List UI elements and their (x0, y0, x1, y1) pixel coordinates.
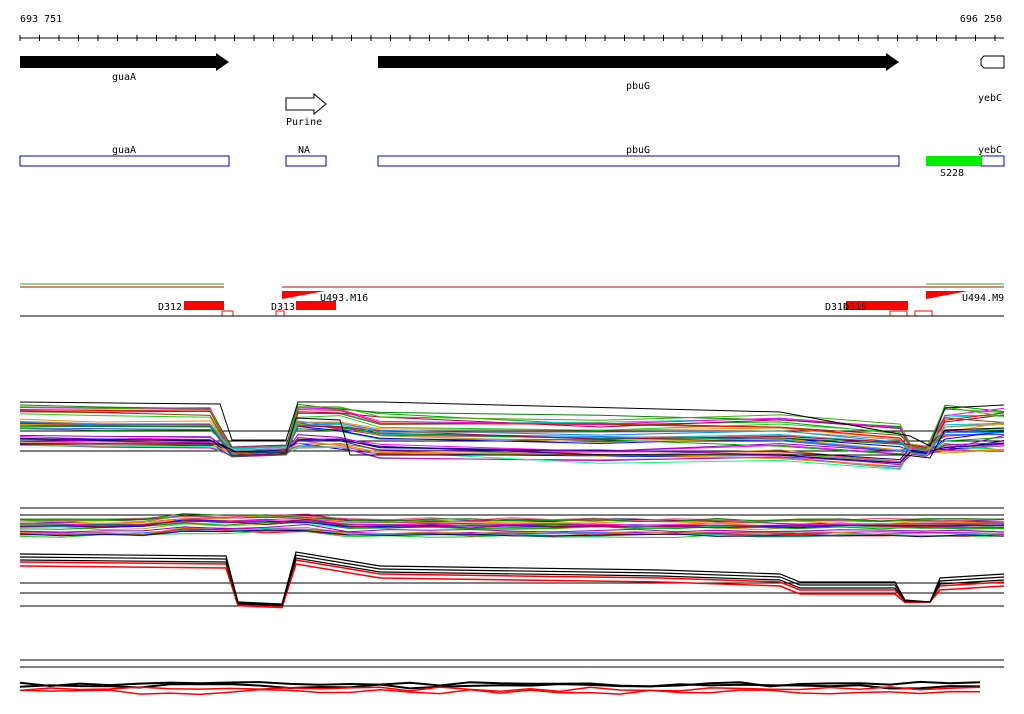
marker-bar-D314[interactable] (846, 301, 908, 310)
ruler-ticks (19, 35, 996, 41)
expression-panel-3 (19, 551, 1005, 609)
marker-flag-U493[interactable] (282, 291, 325, 299)
expression-trace (19, 680, 981, 688)
feature-label-S228: S228 (940, 168, 964, 179)
end-coordinate: 696 250 (960, 14, 1002, 25)
expression-trace (19, 423, 1005, 453)
feature-box-yebC[interactable] (980, 155, 1005, 167)
expression-trace (19, 513, 1005, 522)
marker-label-U493: U493.M16 (320, 293, 368, 304)
expression-trace (19, 688, 981, 696)
expression-trace (19, 686, 981, 693)
expression-trace (19, 436, 1005, 466)
marker-bar-D313[interactable] (296, 301, 336, 310)
gene-arrow-pbuG[interactable] (378, 53, 899, 71)
expression-trace (19, 520, 1005, 530)
marker-flag-U494[interactable] (926, 291, 968, 299)
feature-label-guaA: guaA (112, 145, 136, 156)
expression-trace (19, 514, 1005, 522)
feature-label-pbuG: pbuG (626, 145, 650, 156)
gene-label-purine: Purine (286, 117, 322, 128)
expression-panel-2 (19, 507, 1005, 539)
gene-label-pbuG: pbuG (626, 81, 650, 92)
expression-trace (19, 411, 1005, 455)
marker-label-D313: D313 (271, 302, 295, 313)
marker-notch (914, 310, 933, 316)
expression-trace (19, 406, 1005, 452)
gene-arrow-guaA[interactable] (20, 53, 229, 71)
marker-notch (275, 310, 285, 316)
gene-track: guaA pbuG yebC Purine (20, 53, 1005, 128)
expression-trace (19, 401, 1005, 447)
expression-trace (19, 514, 1005, 525)
marker-notch (221, 310, 234, 316)
gene-arrow-yebC[interactable] (980, 55, 1005, 69)
expression-traces (19, 551, 1005, 609)
expression-trace (19, 523, 1005, 533)
feature-label-NA: NA (298, 145, 310, 156)
marker-label-D315: D315 (843, 302, 867, 313)
feature-box-S228[interactable] (926, 156, 981, 166)
feature-box-pbuG[interactable] (377, 155, 900, 167)
expression-trace (19, 518, 1004, 529)
expression-trace (19, 551, 1005, 605)
feature-box-NA[interactable] (285, 155, 327, 167)
marker-track: D312 D313 U493.M16 D314 D315 U494.M9 (20, 283, 1004, 317)
marker-bar-D312[interactable] (184, 301, 224, 310)
expression-trace (19, 529, 1005, 538)
expression-traces (19, 401, 1005, 471)
gene-label-yebC: yebC (978, 93, 1002, 104)
expression-trace (20, 417, 1005, 459)
feature-box-guaA[interactable] (19, 155, 230, 167)
coordinate-ruler: 693 751 696 250 (19, 14, 1004, 41)
expression-trace (19, 420, 1005, 457)
expression-trace (19, 683, 981, 690)
expression-trace (19, 557, 1005, 607)
feature-track: guaA NA pbuG yebC S228 (19, 145, 1005, 179)
gene-arrow-purine[interactable] (285, 92, 327, 116)
marker-label-U494: U494.M9 (962, 293, 1004, 304)
expression-panel-1 (19, 401, 1005, 471)
marker-label-D314: D314 (825, 302, 849, 313)
start-coordinate: 693 751 (20, 14, 62, 25)
marker-label-D312: D312 (158, 302, 182, 313)
expression-traces (19, 513, 1005, 539)
expression-traces (19, 680, 981, 696)
marker-notch (889, 310, 908, 316)
feature-label-yebC: yebC (978, 145, 1002, 156)
gene-label-guaA: guaA (112, 72, 136, 83)
expression-panel-4 (19, 659, 1004, 696)
